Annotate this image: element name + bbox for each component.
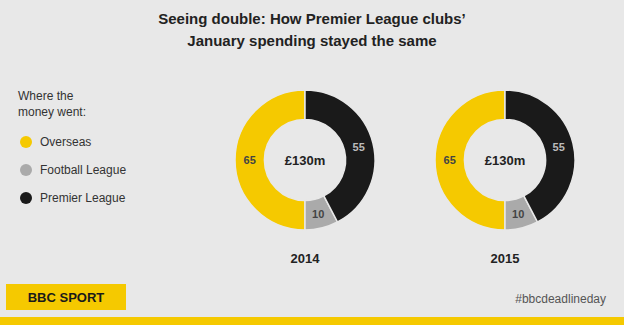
legend-swatch [20,192,32,204]
logo: BBC SPORT [6,284,126,310]
bottom-band [0,317,624,325]
slices [235,90,375,230]
legend-title: Where the [18,89,74,103]
legend-label: Football League [40,163,126,177]
series-label: 2015 [491,251,520,266]
center-label: £130m [485,153,525,168]
subtitle: January spending stayed the same [187,32,436,49]
legend-label: Premier League [40,191,126,205]
data-label: 55 [553,141,565,153]
data-label: 55 [353,141,365,153]
chart: Seeing double: How Premier League clubs’… [0,0,624,325]
logo-text: BBC SPORT [28,290,105,305]
series-label: 2014 [291,251,321,266]
legend-label: Overseas [40,135,91,149]
legend-swatch [20,164,32,176]
center-label: £130m [285,153,325,168]
logo-background [6,284,126,310]
donut: 65 10 55 £130m 2015 [435,90,575,266]
legend-swatch [20,136,32,148]
slices [435,90,575,230]
legend: Where the money went: Overseas Football Lea… [18,89,126,205]
data-label: 10 [512,208,524,220]
data-label: 65 [244,154,256,166]
data-label: 10 [312,208,324,220]
title: Seeing double: How Premier League clubs’ [158,10,466,27]
donut: 65 10 55 £130m 2014 [235,90,375,266]
data-label: 65 [444,154,456,166]
legend-title: money went: [18,105,86,119]
hashtag: #bbcdeadlineday [515,292,606,306]
